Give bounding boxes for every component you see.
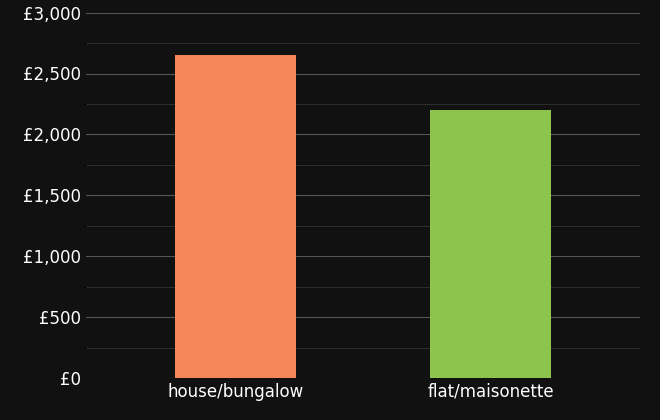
Bar (430, 110, 552, 378)
Bar (174, 55, 296, 378)
